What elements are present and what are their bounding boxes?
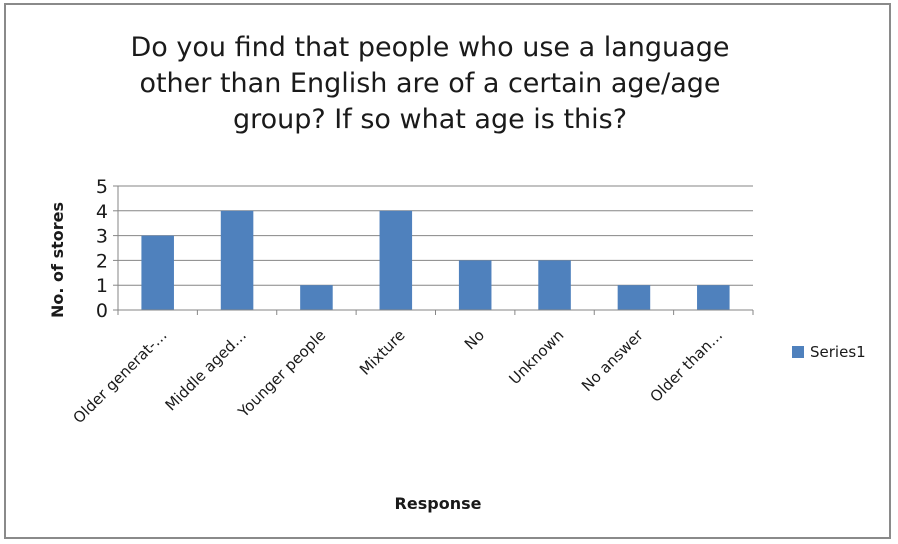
y-tick-label: 4	[96, 201, 108, 223]
bar	[220, 210, 254, 310]
y-tick-label: 0	[96, 300, 108, 322]
x-tick-label: Older than…	[646, 326, 726, 406]
y-axis-title: No. of stores	[48, 202, 67, 318]
y-tick-label: 5	[96, 176, 108, 198]
bar	[538, 260, 571, 310]
chart-title: Do you find that people who use a langua…	[130, 32, 730, 135]
x-tick-label: Unknown	[505, 326, 567, 388]
bar	[617, 285, 651, 310]
y-tick-label: 2	[96, 250, 108, 272]
y-tick-label: 1	[96, 275, 108, 297]
bar	[458, 260, 492, 310]
x-tick-label: No answer	[578, 326, 647, 395]
x-tick-label: Older generat-…	[70, 326, 171, 427]
x-axis-title: Response	[395, 494, 482, 513]
x-tick-label: Mixture	[356, 326, 409, 379]
x-tick-label: Middle aged…	[162, 326, 250, 414]
y-tick-label: 3	[96, 226, 108, 248]
legend-label: Series1	[810, 343, 866, 361]
bar	[697, 285, 730, 310]
x-tick-label: No	[461, 326, 488, 353]
bar	[141, 235, 174, 310]
legend: Series1	[792, 343, 866, 361]
bar	[379, 210, 413, 310]
legend-swatch	[792, 346, 804, 358]
bar	[300, 285, 333, 310]
